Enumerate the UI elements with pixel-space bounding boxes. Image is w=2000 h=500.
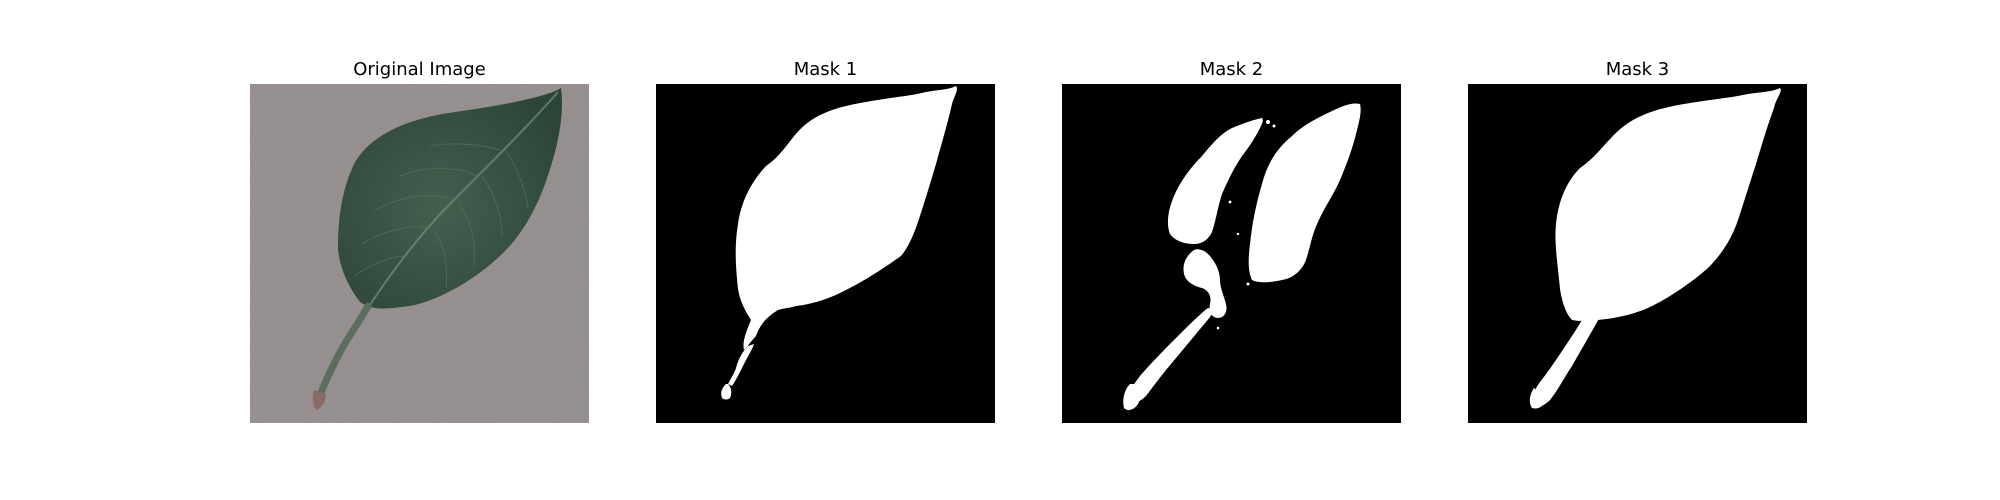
mask-2-stem-tip [1123, 384, 1141, 411]
mask-3-title: Mask 3 [1605, 59, 1670, 80]
original-image-title: Original Image [353, 59, 486, 80]
mask-1-graphic [656, 84, 995, 423]
mask-1-stem-region [728, 344, 754, 386]
mask-2-right-region [1248, 103, 1361, 283]
leaf-midrib [367, 91, 559, 309]
mask-2-left-region [1167, 118, 1263, 244]
mask-1-title: Mask 1 [793, 59, 858, 80]
mask-2-graphic [1062, 84, 1401, 423]
mask-2-noise [1216, 120, 1296, 330]
mask-1-image [656, 84, 995, 423]
mask-2-stem-region [1129, 308, 1214, 403]
mask-2-image [1062, 84, 1401, 423]
mask-2-title: Mask 2 [1199, 59, 1264, 80]
leaf-stem [316, 302, 372, 400]
mask-3-stem-region [1531, 310, 1599, 407]
leaf-veins [353, 143, 529, 289]
mask-2-middle-region [1183, 249, 1227, 318]
original-image-panel: Original Image [250, 0, 589, 500]
mask-3-panel: Mask 3 [1468, 0, 1807, 500]
mask-1-stem-fragment [721, 384, 732, 400]
mask-3-stem-tip [1529, 388, 1546, 409]
leaf-photo [250, 84, 589, 423]
original-image [250, 84, 589, 423]
mask-3-graphic [1468, 84, 1807, 423]
mask-2-panel: Mask 2 [1062, 0, 1401, 500]
mask-1-leaf-region [735, 86, 957, 350]
leaf-stem-base [312, 390, 326, 410]
mask-3-leaf-region [1555, 88, 1781, 321]
mask-3-image [1468, 84, 1807, 423]
mask-1-panel: Mask 1 [656, 0, 995, 500]
